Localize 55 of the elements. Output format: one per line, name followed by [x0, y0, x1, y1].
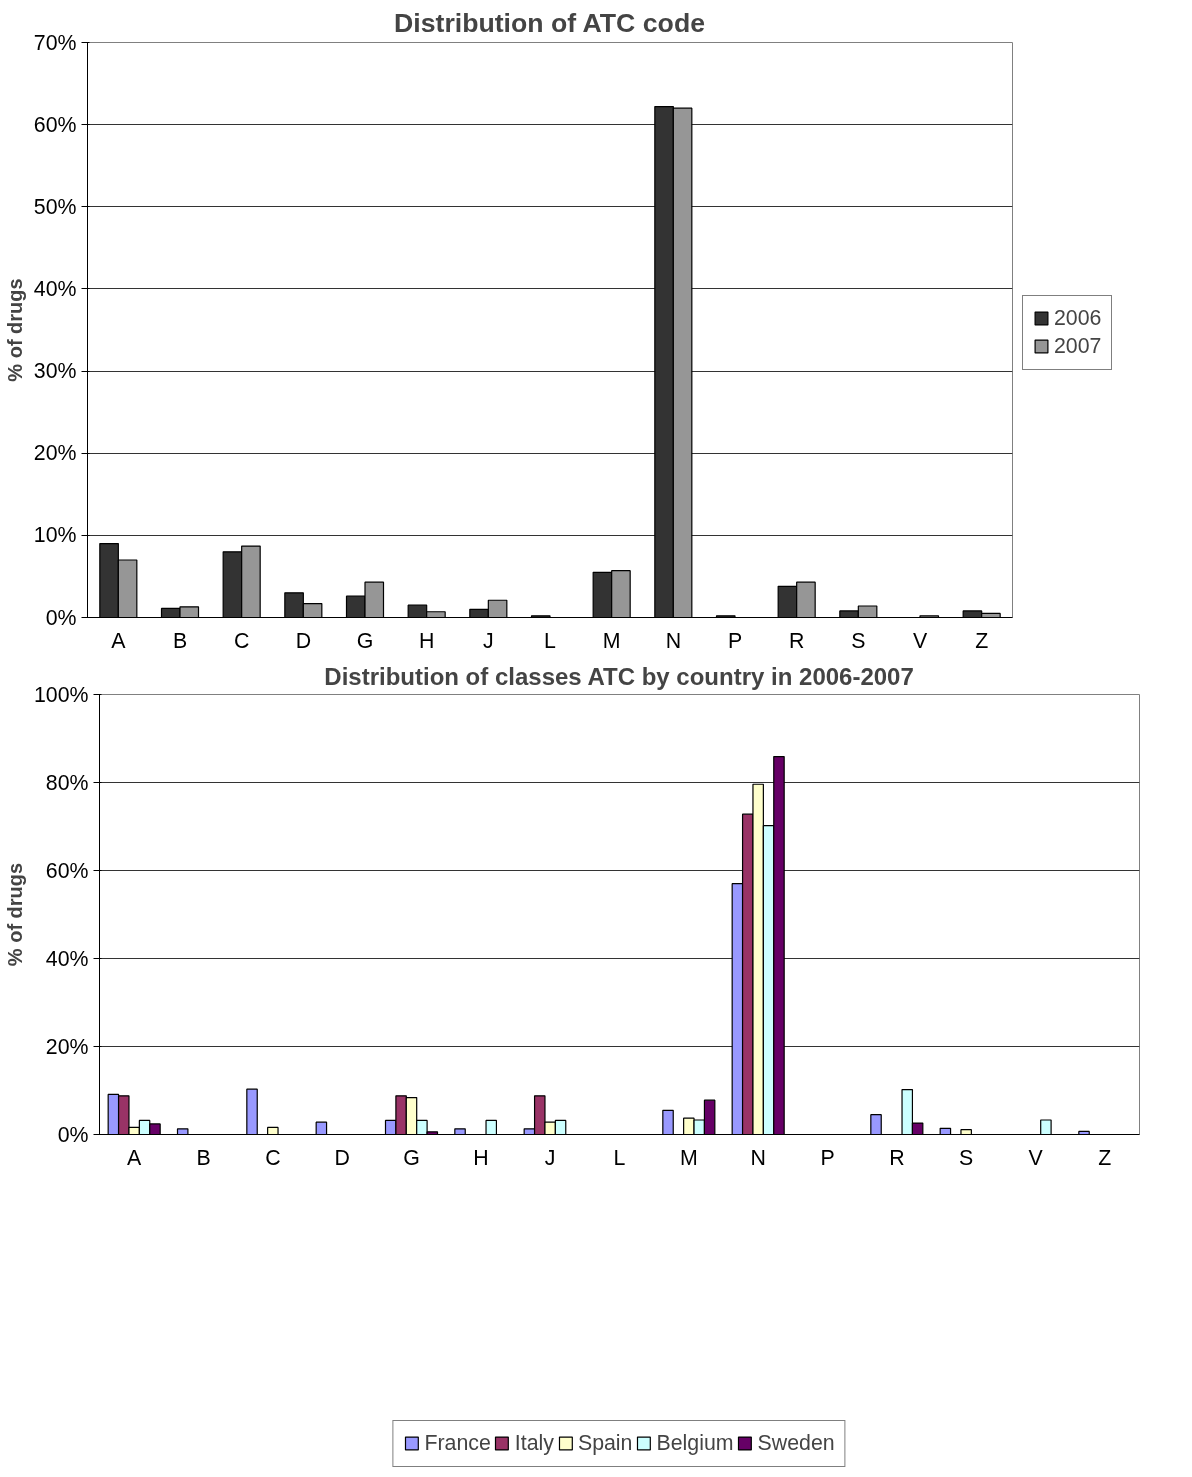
y-axis-title: % of drugs	[3, 278, 26, 382]
x-tick-label: J	[544, 1145, 556, 1170]
x-tick-label: H	[418, 628, 435, 653]
x-tick-label: B	[172, 628, 188, 653]
x-tick-label: D	[334, 1145, 350, 1170]
chart-title: Distribution of ATC code	[394, 7, 705, 38]
legend-label: 2006	[1054, 305, 1102, 331]
x-tick-label: Z	[1098, 1145, 1112, 1170]
x-tick-label: B	[196, 1145, 211, 1170]
x-tick-label: M	[602, 628, 621, 653]
legend-label: 2007	[1054, 333, 1102, 359]
y-tick-label: 50%	[33, 194, 77, 219]
y-tick-label: 30%	[33, 359, 77, 384]
y-tick-label: 60%	[33, 112, 77, 137]
y-tick-label: 40%	[45, 946, 89, 971]
x-tick-label: D	[295, 628, 312, 653]
y-tick-label: 20%	[45, 1034, 89, 1059]
y-tick-label: 0%	[57, 1122, 89, 1147]
x-tick-label: A	[127, 1145, 143, 1170]
x-tick-label: L	[613, 1145, 626, 1170]
y-tick-label: 100%	[33, 682, 89, 707]
y-tick-label: 0%	[45, 605, 77, 630]
x-tick-label: P	[820, 1145, 835, 1170]
legend-label: France	[424, 1430, 491, 1456]
y-tick-label: 80%	[45, 770, 89, 795]
x-tick-label: V	[1028, 1145, 1044, 1170]
x-tick-label: R	[788, 628, 805, 653]
x-tick-label: A	[111, 628, 127, 653]
x-tick-label: M	[679, 1145, 698, 1170]
x-tick-label: N	[665, 628, 682, 653]
chart-title: Distribution of classes ATC by country in 2006-2007	[324, 662, 914, 690]
x-tick-label: H	[473, 1145, 489, 1170]
legend-label: Sweden	[757, 1430, 835, 1456]
y-tick-label: 40%	[33, 276, 77, 301]
y-tick-label: 60%	[45, 858, 89, 883]
legend-label: Italy	[514, 1430, 554, 1456]
x-tick-label: Z	[975, 628, 989, 653]
x-tick-label: C	[265, 1145, 281, 1170]
y-tick-label: 10%	[33, 523, 77, 548]
x-tick-label: G	[403, 1145, 420, 1170]
x-tick-label: L	[544, 628, 557, 653]
y-tick-label: 70%	[33, 30, 77, 55]
x-tick-label: R	[889, 1145, 905, 1170]
y-tick-label: 20%	[33, 441, 77, 466]
y-axis-title: % of drugs	[3, 862, 26, 967]
x-tick-label: J	[483, 628, 494, 653]
x-tick-label: S	[851, 628, 866, 653]
legend-label: Belgium	[656, 1430, 734, 1456]
legend-label: Spain	[577, 1430, 633, 1456]
x-tick-label: C	[233, 628, 250, 653]
x-tick-label: V	[912, 628, 928, 653]
x-tick-label: G	[356, 628, 374, 653]
x-tick-label: N	[750, 1145, 766, 1170]
x-tick-label: P	[727, 628, 743, 653]
x-tick-label: S	[959, 1145, 974, 1170]
